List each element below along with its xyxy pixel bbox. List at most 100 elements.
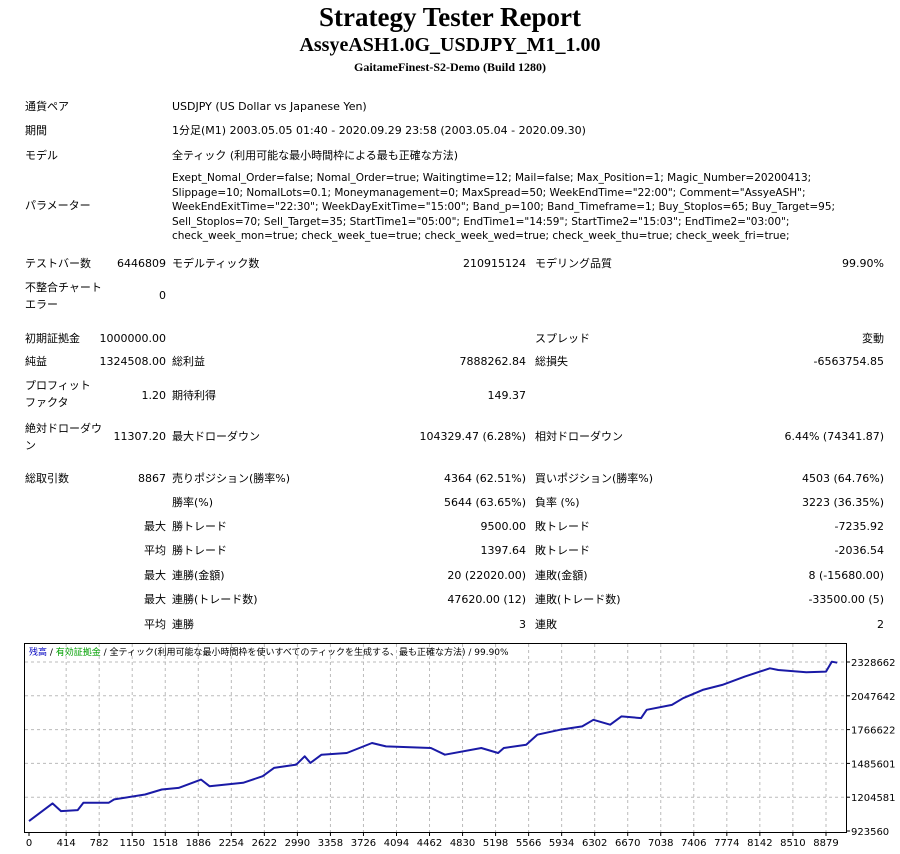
ticks-value: 210915124	[463, 257, 526, 270]
bars-label: テストバー数	[25, 257, 91, 270]
x-tick-label: 3358	[318, 838, 343, 849]
x-tick-label: 7038	[648, 838, 673, 849]
x-tick-label: 6670	[615, 838, 640, 849]
x-tick-label: 7406	[681, 838, 706, 849]
model-value: 全ティック (利用可能な最小時間枠による最も正確な方法)	[172, 149, 459, 162]
avg-loss-label: 敗トレード	[535, 544, 590, 557]
max-label-2: 最大	[144, 569, 166, 582]
short-positions-value: 4364 (62.51%)	[443, 472, 526, 485]
mismatch-label: 不整合チャートエラー	[25, 281, 102, 311]
legend-description: / 全ティック(利用可能な最小時間枠を使いすべてのティックを生成する、最も正確な…	[100, 648, 509, 658]
deposit-label: 初期証拠金	[25, 332, 80, 345]
x-tick-label: 7774	[714, 838, 739, 849]
max-cons-wins-label: 連勝(金額)	[172, 569, 225, 582]
largest-win-value: 9500.00	[480, 520, 527, 533]
profit-factor-value: 1.20	[141, 389, 167, 402]
average-label-2: 平均	[144, 618, 166, 631]
max-drawdown-value: 104329.47 (6.28%)	[419, 430, 526, 443]
avg-loss-value: -2036.54	[834, 544, 884, 557]
report-subtitle: AssyeASH1.0G_USDJPY_M1_1.00	[299, 34, 601, 56]
report-title: Strategy Tester Report	[319, 2, 581, 32]
x-tick-label: 5934	[549, 838, 574, 849]
legend-equity: 有効証拠金	[55, 648, 101, 658]
server-info: GaitameFinest-S2-Demo (Build 1280)	[354, 60, 546, 74]
spread-value: 変動	[862, 332, 884, 345]
profit-factor-label: プロフィットファクタ	[25, 379, 91, 409]
expected-payoff-label: 期待利得	[172, 389, 216, 402]
chart-legend: 残高 / 有効証拠金 / 全ティック(利用可能な最小時間枠を使いすべてのティック…	[29, 645, 509, 658]
largest-win-label: 勝トレード	[172, 520, 227, 533]
symbol-label: 通貨ペア	[25, 100, 69, 113]
x-tick-label: 4830	[450, 838, 475, 849]
total-trades-value: 8867	[138, 472, 166, 485]
y-tick-label: 1485601	[851, 759, 896, 770]
x-tick-label: 2990	[285, 838, 310, 849]
average-label: 平均	[144, 544, 166, 557]
net-profit-label: 純益	[25, 355, 47, 368]
x-tick-label: 8142	[747, 838, 772, 849]
x-tick-label: 4462	[417, 838, 442, 849]
deposit-value: 1000000.00	[99, 332, 166, 345]
quality-value: 99.90%	[842, 257, 884, 270]
y-tick-label: 2047642	[851, 692, 896, 703]
model-label: モデル	[25, 149, 58, 162]
long-positions-label: 買いポジション(勝率%)	[535, 472, 654, 485]
long-positions-value: 4503 (64.76%)	[801, 472, 884, 485]
x-tick-label: 2622	[252, 838, 277, 849]
equity-chart: 923560 1204581 1485601 1766622 2047642 232866…	[24, 643, 896, 849]
gross-loss-value: -6563754.85	[813, 355, 884, 368]
short-positions-label: 売りポジション(勝率%)	[172, 472, 291, 485]
rel-drawdown-label: 相対ドローダウン	[535, 430, 623, 443]
x-tick-label: 1150	[120, 838, 145, 849]
avg-cons-losses-value: 2	[877, 618, 884, 631]
x-tick-label: 6302	[582, 838, 607, 849]
ticks-label: モデルティック数	[172, 257, 260, 270]
x-tick-label: 1886	[186, 838, 211, 849]
params-value: Exept_Nomal_Order=false; Nomal_Order=tru…	[172, 172, 836, 242]
avg-cons-wins-value: 3	[519, 618, 526, 631]
legend-sep: /	[47, 648, 56, 658]
spread-label: スプレッド	[535, 332, 590, 345]
max-cons-losses-value: 8 (-15680.00)	[808, 569, 884, 582]
tick-labels: 923560 1204581 1485601 1766622 2047642 232866…	[26, 658, 896, 849]
max-cons-wins-value: 20 (22020.00)	[447, 569, 526, 582]
largest-loss-value: -7235.92	[834, 520, 884, 533]
max-cons-profit-label: 連勝(トレード数)	[172, 593, 258, 606]
abs-drawdown-label: 絶対ドローダウン	[25, 422, 102, 452]
mismatch-value: 0	[159, 289, 166, 302]
period-label: 期間	[25, 124, 47, 137]
win-rate-label: 勝率(%)	[172, 496, 214, 509]
total-trades-label: 総取引数	[25, 472, 69, 485]
x-tick-label: 3726	[351, 838, 376, 849]
symbol-value: USDJPY (US Dollar vs Japanese Yen)	[172, 100, 367, 113]
quality-label: モデリング品質	[535, 257, 612, 270]
net-profit-value: 1324508.00	[99, 355, 166, 368]
avg-cons-losses-label: 連敗	[535, 618, 557, 631]
x-tick-label: 414	[57, 838, 76, 849]
max-cons-loss-label: 連敗(トレード数)	[535, 593, 621, 606]
expected-payoff-value: 149.37	[487, 389, 527, 402]
rel-drawdown-value: 6.44% (74341.87)	[784, 430, 884, 443]
x-tick-label: 5566	[516, 838, 541, 849]
x-tick-label: 1518	[153, 838, 178, 849]
params-label: パラメーター	[25, 199, 91, 212]
legend-balance: 残高	[29, 648, 48, 658]
x-tick-label: 8879	[813, 838, 838, 849]
x-tick-label: 5198	[483, 838, 508, 849]
plot-frame	[24, 643, 847, 833]
avg-cons-wins-label: 連勝	[172, 618, 194, 631]
avg-win-value: 1397.64	[480, 544, 527, 557]
loss-rate-value: 3223 (36.35%)	[801, 496, 884, 509]
abs-drawdown-value: 11307.20	[113, 430, 167, 443]
x-tick-label: 0	[26, 838, 32, 849]
y-tick-label: 1204581	[851, 793, 896, 804]
y-tick-label: 1766622	[851, 726, 896, 737]
max-label-3: 最大	[144, 593, 166, 606]
period-value: 1分足(M1) 2003.05.05 01:40 - 2020.09.29 23…	[172, 124, 586, 137]
avg-win-label: 勝トレード	[172, 544, 227, 557]
x-tick-label: 8510	[780, 838, 805, 849]
balance-line	[28, 660, 838, 822]
x-tick-label: 782	[90, 838, 109, 849]
max-drawdown-label: 最大ドローダウン	[172, 430, 260, 443]
grid	[25, 644, 850, 836]
